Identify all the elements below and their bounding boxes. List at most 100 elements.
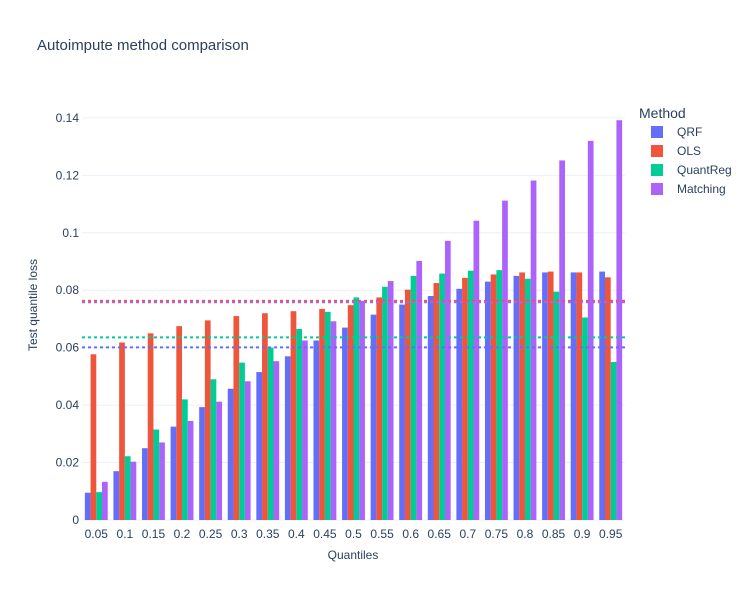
bar-matching-0.85 xyxy=(559,160,565,520)
legend-label-matching[interactable]: Matching xyxy=(677,182,726,196)
bar-qrf-0.5 xyxy=(342,327,348,520)
bar-ols-0.35 xyxy=(262,313,268,520)
legend-swatch-quantreg[interactable] xyxy=(651,164,663,176)
mean-lines xyxy=(82,299,625,349)
x-tick-label: 0.45 xyxy=(313,527,337,541)
bar-matching-0.05 xyxy=(102,481,108,520)
bar-ols-0.15 xyxy=(147,333,154,520)
bar-matching-0.15 xyxy=(159,442,165,520)
x-tick-label: 0.2 xyxy=(174,527,191,541)
y-tick-label: 0.08 xyxy=(56,283,80,297)
bar-qrf-0.95 xyxy=(599,271,605,520)
bar-matching-0.95 xyxy=(616,120,623,521)
y-axis-ticks: 0 0.02 0.04 0.06 0.08 0.1 0.12 0.14 xyxy=(56,111,80,527)
bar-ols-0.8 xyxy=(519,272,525,520)
bar-ols-0.3 xyxy=(233,316,240,520)
bar-ols-0.1 xyxy=(119,342,125,520)
bar-qrf-0.8 xyxy=(513,275,520,520)
bar-ols-0.25 xyxy=(204,320,211,520)
chart-title: Autoimpute method comparison xyxy=(37,37,249,54)
x-tick-label: 0.25 xyxy=(199,527,223,541)
bar-quantreg-0.15 xyxy=(153,429,160,520)
bar-quantreg-0.45 xyxy=(324,311,331,520)
x-tick-label: 0.3 xyxy=(231,527,248,541)
bar-qrf-0.3 xyxy=(227,388,234,520)
y-tick-label: 0.02 xyxy=(56,456,80,470)
y-tick-label: 0.04 xyxy=(56,398,80,412)
bar-qrf-0.85 xyxy=(542,272,548,520)
bar-quantreg-0.5 xyxy=(353,297,360,520)
bar-quantreg-0.25 xyxy=(210,379,217,520)
y-tick-label: 0.14 xyxy=(56,111,80,125)
x-tick-label: 0.75 xyxy=(485,527,509,541)
x-tick-label: 0.05 xyxy=(85,527,109,541)
y-tick-label: 0.1 xyxy=(62,226,79,240)
legend-swatch-matching[interactable] xyxy=(651,183,663,195)
bar-matching-0.4 xyxy=(302,340,308,520)
y-tick-label: 0.12 xyxy=(56,168,80,182)
bar-matching-0.5 xyxy=(359,300,365,520)
legend-swatch-qrf[interactable] xyxy=(651,126,663,138)
bars xyxy=(84,120,623,521)
bar-quantreg-0.75 xyxy=(496,270,503,520)
legend-label-quantreg[interactable]: QuantReg xyxy=(677,163,732,177)
bar-matching-0.2 xyxy=(187,420,194,520)
bar-quantreg-0.6 xyxy=(410,275,417,520)
x-tick-label: 0.7 xyxy=(459,527,476,541)
bar-quantreg-0.1 xyxy=(124,456,131,520)
legend-title: Method xyxy=(639,105,686,121)
bar-matching-0.1 xyxy=(130,461,137,520)
legend-swatch-ols[interactable] xyxy=(651,145,663,157)
bar-qrf-0.75 xyxy=(484,281,491,520)
legend-label-ols[interactable]: OLS xyxy=(677,144,701,158)
x-tick-label: 0.15 xyxy=(142,527,166,541)
bar-matching-0.7 xyxy=(473,220,480,520)
x-axis-title: Quantiles xyxy=(328,548,379,562)
bar-matching-0.55 xyxy=(387,281,394,520)
bar-matching-0.65 xyxy=(444,240,451,520)
bar-ols-0.55 xyxy=(376,297,383,520)
x-tick-label: 0.1 xyxy=(117,527,134,541)
x-tick-label: 0.4 xyxy=(288,527,305,541)
x-tick-label: 0.85 xyxy=(542,527,566,541)
x-tick-label: 0.65 xyxy=(428,527,452,541)
bar-qrf-0.7 xyxy=(456,288,463,520)
legend: Method QRF OLS QuantReg Matching xyxy=(639,105,732,196)
bar-qrf-0.9 xyxy=(570,272,577,520)
bar-matching-0.8 xyxy=(530,180,537,520)
bar-qrf-0.65 xyxy=(427,295,434,520)
bar-matching-0.3 xyxy=(244,381,251,520)
bar-qrf-0.4 xyxy=(284,356,291,520)
bar-qrf-0.05 xyxy=(84,492,91,520)
bar-matching-0.9 xyxy=(587,140,594,520)
bar-quantreg-0.9 xyxy=(582,317,588,520)
bar-ols-0.75 xyxy=(490,274,497,520)
bar-qrf-0.55 xyxy=(370,314,377,520)
x-tick-label: 0.9 xyxy=(574,527,591,541)
bar-quantreg-0.8 xyxy=(524,278,531,520)
bar-matching-0.6 xyxy=(416,260,423,520)
bar-ols-0.45 xyxy=(319,308,325,520)
bar-ols-0.5 xyxy=(347,305,354,520)
bar-ols-0.9 xyxy=(576,272,583,520)
bar-qrf-0.25 xyxy=(199,407,205,520)
bar-ols-0.65 xyxy=(433,283,440,520)
y-axis-title: Test quantile loss xyxy=(26,259,40,351)
bar-qrf-0.45 xyxy=(313,340,320,520)
x-tick-label: 0.5 xyxy=(345,527,362,541)
bar-ols-0.4 xyxy=(290,311,297,520)
x-axis-ticks: 0.05 0.1 0.15 0.2 0.25 0.3 0.35 0.4 0.45 0.5 0.55 0… xyxy=(85,527,623,541)
y-tick-label: 0.06 xyxy=(56,341,80,355)
bar-matching-0.45 xyxy=(330,321,337,520)
bar-qrf-0.15 xyxy=(142,448,148,520)
bar-ols-0.95 xyxy=(604,277,611,520)
bar-ols-0.85 xyxy=(547,271,554,520)
bar-ols-0.7 xyxy=(462,277,468,520)
bar-quantreg-0.3 xyxy=(239,362,245,520)
bar-quantreg-0.95 xyxy=(610,362,617,520)
legend-label-qrf[interactable]: QRF xyxy=(677,125,702,139)
bar-quantreg-0.35 xyxy=(267,347,274,520)
bar-qrf-0.35 xyxy=(256,372,263,520)
